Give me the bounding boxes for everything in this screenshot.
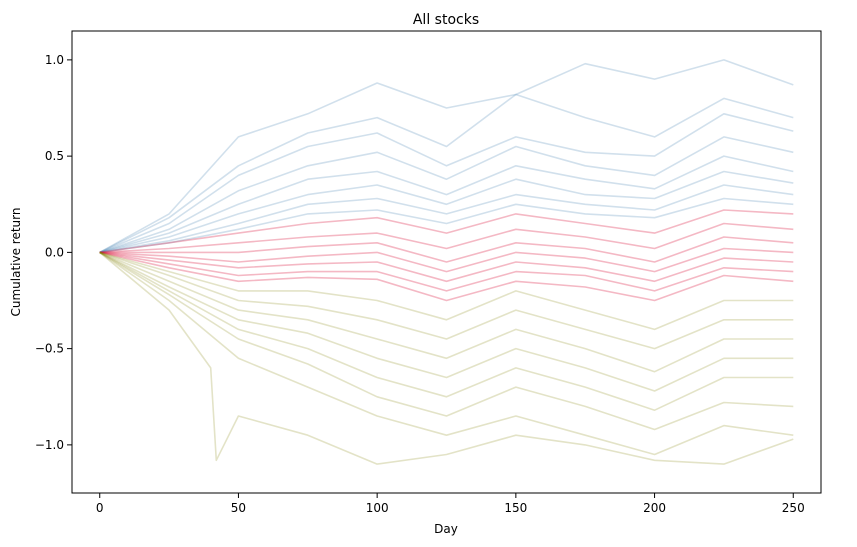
series-0-line-1 <box>99 93 794 254</box>
series-0-line-6 <box>99 184 794 254</box>
x-tick-label: 250 <box>782 501 805 515</box>
series-0-line-7 <box>99 197 794 254</box>
series-2-line-1 <box>99 251 794 350</box>
x-axis-label: Day <box>434 522 458 536</box>
y-axis-label: Cumulative return <box>9 208 23 317</box>
series-2-line-4 <box>99 251 794 412</box>
series-1-line-3 <box>99 247 794 273</box>
y-tick-label: 1.0 <box>45 53 64 67</box>
series-1-line-2 <box>99 236 794 263</box>
series-1-line-6 <box>99 251 794 302</box>
series-1-line-4 <box>99 251 794 283</box>
y-tick-label: 0.5 <box>45 149 64 163</box>
x-tick-label: 150 <box>504 501 527 515</box>
series-1-line-0 <box>99 209 794 254</box>
series-1-line-1 <box>99 222 794 254</box>
series-2-line-5 <box>99 251 794 431</box>
x-tick-label: 50 <box>231 501 246 515</box>
series-2-line-6 <box>99 251 794 456</box>
series-0-line-0 <box>99 59 794 254</box>
series-lines <box>99 59 794 465</box>
y-tick-label: 0.0 <box>45 245 64 259</box>
chart-title: All stocks <box>413 12 479 28</box>
y-tick-label: −1.0 <box>35 438 64 452</box>
x-tick-label: 0 <box>96 501 104 515</box>
x-tick-label: 100 <box>366 501 389 515</box>
y-axis-ticks: −1.0 −0.5 0.0 0.5 1.0 <box>35 53 72 452</box>
plot-frame <box>71 30 822 494</box>
y-tick-label: −0.5 <box>35 342 64 356</box>
series-2-line-2 <box>99 251 794 373</box>
series-0-line-3 <box>99 136 794 254</box>
series-0-line-5 <box>99 170 794 254</box>
series-2-line-7 <box>99 251 794 465</box>
series-2-line-0 <box>99 251 794 331</box>
x-axis-ticks: 0 50 100 150 200 250 <box>96 493 805 515</box>
series-1-line-5 <box>99 251 794 292</box>
series-2-line-3 <box>99 251 794 392</box>
x-tick-label: 200 <box>643 501 666 515</box>
series-0-line-4 <box>99 155 794 254</box>
series-0-line-2 <box>99 113 794 254</box>
